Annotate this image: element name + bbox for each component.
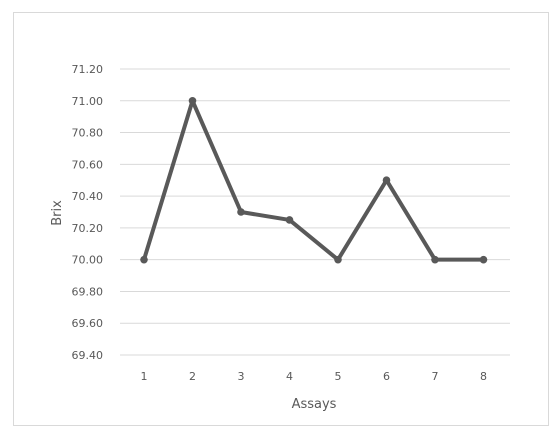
y-tick-label: 70.40 bbox=[72, 190, 104, 203]
y-tick-label: 71.00 bbox=[72, 95, 104, 108]
x-tick-label: 5 bbox=[335, 370, 342, 383]
y-axis-ticks: 71.20 71.00 70.80 70.60 70.40 70.20 70.00 69.80… bbox=[72, 63, 104, 362]
data-point bbox=[382, 176, 391, 185]
data-points bbox=[140, 96, 488, 264]
y-tick-label: 70.00 bbox=[72, 254, 104, 267]
x-axis-title: Assays bbox=[292, 397, 337, 412]
x-tick-label: 2 bbox=[189, 370, 196, 383]
x-tick-label: 4 bbox=[286, 370, 293, 383]
y-axis-title: Brix bbox=[50, 200, 65, 226]
gridlines bbox=[120, 68, 510, 356]
x-tick-label: 1 bbox=[141, 370, 148, 383]
y-tick-label: 70.20 bbox=[72, 222, 104, 235]
y-tick-label: 69.80 bbox=[72, 285, 104, 298]
x-tick-label: 3 bbox=[238, 370, 245, 383]
data-point bbox=[237, 208, 245, 216]
y-tick-label: 69.60 bbox=[72, 317, 104, 330]
series-line bbox=[142, 98, 486, 262]
y-tick-label: 69.40 bbox=[72, 349, 104, 362]
x-axis-ticks: 1 2 3 4 5 6 7 8 bbox=[141, 370, 488, 383]
x-tick-label: 8 bbox=[480, 370, 487, 383]
data-point bbox=[479, 255, 488, 264]
data-point bbox=[188, 96, 197, 105]
data-point bbox=[285, 216, 294, 224]
data-point bbox=[431, 255, 439, 264]
y-tick-label: 71.20 bbox=[72, 63, 104, 76]
data-point bbox=[334, 255, 342, 264]
y-tick-label: 70.80 bbox=[72, 127, 104, 140]
x-tick-label: 6 bbox=[383, 370, 390, 383]
y-tick-label: 70.60 bbox=[72, 158, 104, 171]
x-tick-label: 7 bbox=[432, 370, 439, 383]
data-point bbox=[140, 255, 148, 264]
